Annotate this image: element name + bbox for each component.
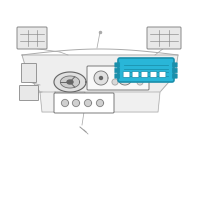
FancyBboxPatch shape: [87, 66, 149, 90]
Polygon shape: [40, 92, 160, 112]
FancyBboxPatch shape: [115, 68, 120, 73]
FancyBboxPatch shape: [20, 86, 38, 100]
FancyBboxPatch shape: [150, 72, 157, 77]
FancyBboxPatch shape: [123, 72, 130, 77]
Polygon shape: [118, 71, 132, 85]
FancyBboxPatch shape: [159, 72, 166, 77]
FancyBboxPatch shape: [115, 74, 120, 78]
FancyBboxPatch shape: [147, 27, 181, 49]
FancyBboxPatch shape: [54, 93, 114, 113]
Polygon shape: [60, 76, 80, 88]
Polygon shape: [124, 77, 127, 79]
Polygon shape: [94, 71, 108, 85]
Polygon shape: [55, 92, 85, 112]
FancyBboxPatch shape: [141, 72, 148, 77]
FancyBboxPatch shape: [132, 72, 139, 77]
Polygon shape: [62, 100, 68, 106]
Polygon shape: [112, 79, 118, 85]
FancyBboxPatch shape: [22, 64, 36, 82]
FancyBboxPatch shape: [172, 74, 177, 78]
FancyBboxPatch shape: [172, 68, 177, 73]
Polygon shape: [67, 80, 73, 84]
FancyBboxPatch shape: [115, 63, 120, 67]
Polygon shape: [73, 100, 80, 106]
FancyBboxPatch shape: [172, 63, 177, 67]
Polygon shape: [85, 100, 92, 106]
FancyBboxPatch shape: [17, 27, 47, 49]
Polygon shape: [22, 55, 178, 95]
Polygon shape: [137, 79, 143, 85]
FancyBboxPatch shape: [118, 58, 174, 82]
Polygon shape: [100, 77, 102, 79]
Polygon shape: [97, 100, 104, 106]
Polygon shape: [54, 72, 86, 92]
